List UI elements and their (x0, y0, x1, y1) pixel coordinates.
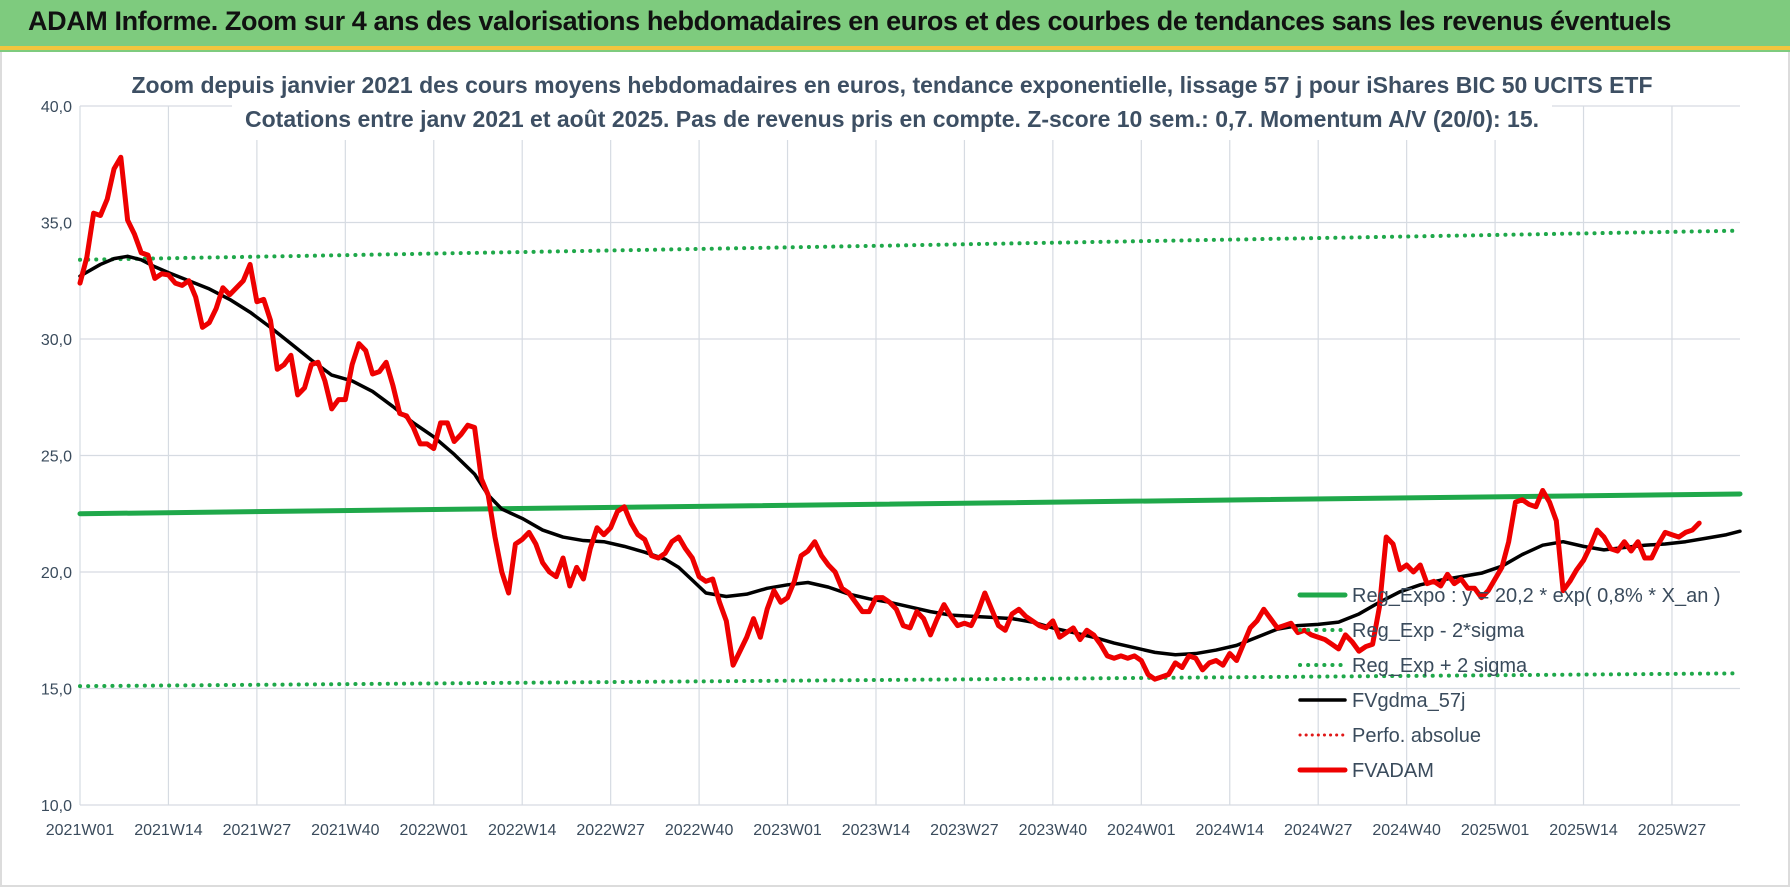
subtitle-background (232, 66, 1552, 140)
series-line-2 (78, 228, 1742, 262)
series-line-0 (77, 491, 1743, 517)
grid (79, 105, 1740, 806)
x-tick-label: 2023W14 (842, 822, 911, 839)
x-tick-label: 2024W40 (1372, 822, 1441, 839)
chart-title: Zoom depuis janvier 2021 des cours moyen… (131, 72, 1652, 98)
x-tick-label: 2022W01 (400, 822, 469, 839)
header-bar (0, 0, 1790, 52)
legend-label: Perfo. absolue (1352, 725, 1481, 747)
series-line-3 (78, 254, 1742, 657)
header-accent-line (0, 46, 1790, 50)
legend-label: Reg_Expo : y = 20,2 * exp( 0,8% * X_an ) (1352, 585, 1721, 607)
y-tick-label: 35,0 (41, 216, 72, 233)
chart-subtitle: Cotations entre janv 2021 et août 2025. … (245, 106, 1539, 132)
x-tick-label: 2023W01 (753, 822, 822, 839)
legend: Reg_Expo : y = 20,2 * exp( 0,8% * X_an )… (1297, 585, 1721, 782)
y-axis-ticks: 10,0 15,0 20,0 25,0 30,0 35,0 40,0 (41, 99, 72, 815)
x-tick-label: 2021W01 (46, 822, 115, 839)
x-tick-label: 2022W14 (488, 822, 557, 839)
x-tick-label: 2021W27 (223, 822, 292, 839)
y-tick-label: 40,0 (41, 99, 72, 116)
legend-label: Reg_Exp + 2 sigma (1352, 655, 1528, 677)
x-axis-ticks: 2021W01 2021W14 2021W27 2021W40 2022W01 2022W… (46, 822, 1707, 839)
x-tick-label: 2022W40 (665, 822, 734, 839)
x-tick-label: 2024W01 (1107, 822, 1176, 839)
page-title: ADAM Informe. Zoom sur 4 ans des valoris… (28, 6, 1671, 36)
series-lines (77, 154, 1743, 689)
x-tick-label: 2021W40 (311, 822, 380, 839)
x-tick-label: 2025W14 (1549, 822, 1618, 839)
x-tick-label: 2024W27 (1284, 822, 1353, 839)
y-tick-label: 15,0 (41, 682, 72, 699)
y-tick-label: 20,0 (41, 565, 72, 582)
y-tick-label: 25,0 (41, 449, 72, 466)
x-tick-label: 2021W14 (134, 822, 203, 839)
series-line-5 (77, 154, 1702, 682)
x-tick-label: 2022W27 (576, 822, 645, 839)
x-tick-label: 2024W14 (1196, 822, 1265, 839)
y-tick-label: 10,0 (41, 798, 72, 815)
x-tick-label: 2023W40 (1019, 822, 1088, 839)
series-line-1 (78, 671, 1742, 689)
x-tick-label: 2025W01 (1461, 822, 1530, 839)
legend-label: FVADAM (1352, 760, 1434, 782)
legend-label: FVgdma_57j (1352, 690, 1465, 712)
legend-label: Reg_Exp - 2*sigma (1352, 620, 1525, 642)
x-tick-label: 2025W27 (1638, 822, 1707, 839)
y-tick-label: 30,0 (41, 332, 72, 349)
x-tick-label: 2023W27 (930, 822, 999, 839)
